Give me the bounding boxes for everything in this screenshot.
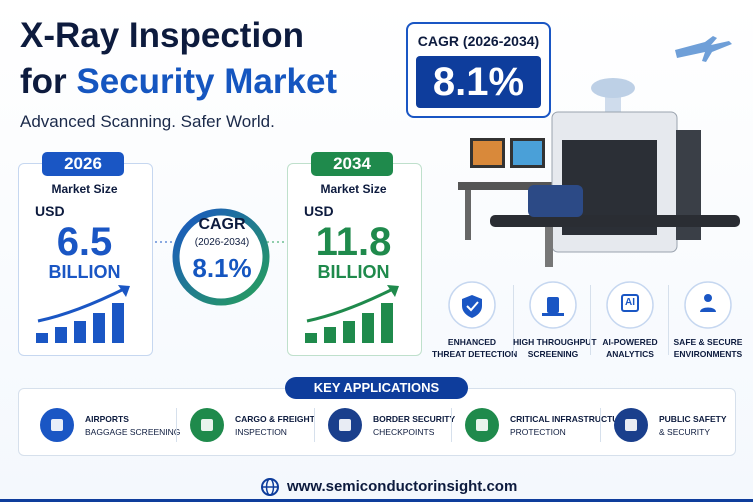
feature-label: ENHANCED bbox=[447, 337, 497, 347]
app-subtitle: CHECKPOINTS bbox=[373, 427, 435, 437]
conveyor-leg bbox=[545, 227, 553, 267]
feature-label: THREAT DETECTION bbox=[432, 349, 518, 359]
desk-leg bbox=[465, 190, 471, 240]
cagr-circle bbox=[150, 208, 288, 306]
scanner-illustration bbox=[458, 36, 740, 267]
bar-icon-svg bbox=[36, 285, 130, 343]
app-icon-svg bbox=[465, 408, 499, 442]
card-label: Market Size bbox=[320, 182, 387, 196]
cagr-circle-period: (2026-2034) bbox=[194, 237, 250, 248]
feature-label: HIGH THROUGHPUT bbox=[513, 337, 597, 347]
app-icon bbox=[328, 408, 362, 447]
cagr-box-value: 8.1% bbox=[416, 56, 541, 108]
feature-icon-svg bbox=[448, 281, 496, 329]
card-unit: BILLION bbox=[48, 262, 121, 282]
footer-bar bbox=[0, 499, 753, 502]
app-icon-svg bbox=[614, 408, 648, 442]
card-value: 11.8 bbox=[315, 220, 392, 264]
footer-url: www.semiconductorinsight.com bbox=[287, 478, 518, 495]
feature-icon-svg bbox=[684, 281, 732, 329]
app-icon-svg bbox=[190, 408, 224, 442]
feature-label: AI-POWERED bbox=[602, 337, 658, 347]
feature-icon bbox=[606, 281, 654, 334]
feature-icon bbox=[448, 281, 496, 334]
monitor-screen bbox=[473, 141, 502, 165]
feature-label: SCREENING bbox=[527, 349, 579, 359]
ring bbox=[172, 208, 270, 306]
feature-separator bbox=[668, 285, 669, 355]
feature-separator bbox=[513, 285, 514, 355]
globe-icon bbox=[261, 478, 279, 496]
app-icon bbox=[190, 408, 224, 447]
plane-icon bbox=[675, 36, 732, 62]
desk bbox=[458, 182, 578, 190]
applications-heading: KEY APPLICATIONS bbox=[285, 377, 468, 399]
cagr-circle-label: CAGR bbox=[198, 216, 246, 233]
card-value: 6.5 bbox=[56, 220, 113, 264]
app-title: BORDER SECURITY bbox=[373, 414, 456, 424]
card-year: 2034 bbox=[311, 152, 393, 176]
feature-icon-svg bbox=[606, 281, 654, 329]
app-subtitle: & SECURITY bbox=[659, 427, 711, 437]
app-icon-svg bbox=[40, 408, 74, 442]
title-prefix: for bbox=[20, 62, 67, 101]
bar-icon-svg bbox=[305, 285, 399, 343]
app-title: CARGO & FREIGHT bbox=[235, 414, 315, 424]
app-icon-svg bbox=[328, 408, 362, 442]
feature-label: ENVIRONMENTS bbox=[673, 349, 743, 359]
feature-icon-svg bbox=[529, 281, 577, 329]
title-line2: for Security Market bbox=[20, 62, 337, 102]
app-icon bbox=[614, 408, 648, 447]
app-icon bbox=[465, 408, 499, 447]
feature-icon bbox=[529, 281, 577, 334]
app-title: AIRPORTS bbox=[85, 414, 129, 424]
card-label: Market Size bbox=[51, 182, 118, 196]
title-highlight: Security Market bbox=[76, 62, 338, 101]
app-title: PUBLIC SAFETY bbox=[659, 414, 727, 424]
feature-label: SAFE & SECURE bbox=[673, 337, 743, 347]
card-year: 2026 bbox=[42, 152, 124, 176]
bar-icon bbox=[36, 283, 136, 350]
app-subtitle: PROTECTION bbox=[510, 427, 566, 437]
app-subtitle: BAGGAGE SCREENING bbox=[85, 427, 181, 437]
app-separator bbox=[600, 408, 601, 442]
app-separator bbox=[176, 408, 177, 442]
tower-top bbox=[591, 78, 635, 98]
app-separator bbox=[314, 408, 315, 442]
conveyor bbox=[490, 215, 740, 227]
feature-separator bbox=[590, 285, 591, 355]
feature-icon bbox=[684, 281, 732, 334]
app-subtitle: INSPECTION bbox=[235, 427, 287, 437]
card-unit: BILLION bbox=[317, 262, 390, 282]
suitcase bbox=[528, 185, 583, 217]
cagr-box: CAGR (2026-2034) 8.1% bbox=[406, 22, 551, 118]
cagr-box-label: CAGR (2026-2034) bbox=[417, 33, 540, 49]
title-line1: X-Ray Inspection bbox=[20, 16, 304, 55]
feature-icon-text: AI bbox=[625, 297, 635, 308]
tagline: Advanced Scanning. Safer World. bbox=[20, 112, 275, 131]
monitor-screen bbox=[513, 141, 542, 165]
bar-icon bbox=[305, 283, 405, 350]
app-title: CRITICAL INFRASTRUCTURE bbox=[510, 414, 631, 424]
app-separator bbox=[451, 408, 452, 442]
cagr-circle-value: 8.1% bbox=[192, 253, 252, 283]
card-currency: USD bbox=[304, 203, 334, 219]
app-icon bbox=[40, 408, 74, 447]
feature-label: ANALYTICS bbox=[606, 349, 654, 359]
card-currency: USD bbox=[35, 203, 65, 219]
